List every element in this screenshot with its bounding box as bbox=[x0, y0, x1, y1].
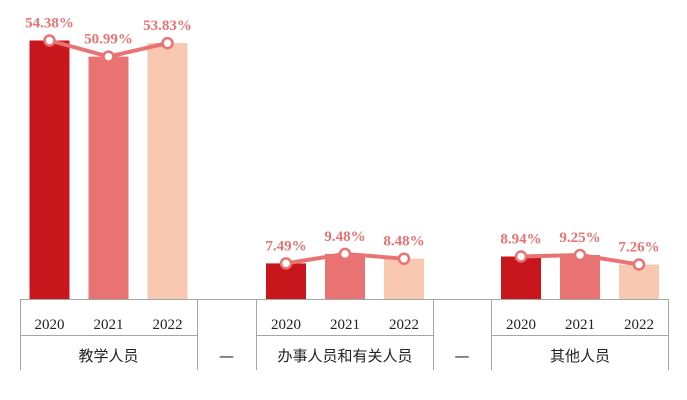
year-tick-label: 2020 bbox=[35, 317, 65, 333]
year-tick-label: 2021 bbox=[94, 317, 124, 333]
trend-point bbox=[279, 257, 293, 270]
axis-labels: 2020 2021 2022 教学人员 — 2020 2021 2022 办事人员和有关人员 — 2… bbox=[35, 317, 655, 365]
year-tick-label: 2022 bbox=[153, 317, 183, 333]
data-label: 7.49% bbox=[265, 238, 306, 254]
group-label: 教学人员 bbox=[78, 347, 138, 365]
bar-2022-1 bbox=[147, 43, 188, 299]
trend-point bbox=[514, 250, 528, 263]
trend-point bbox=[573, 248, 587, 262]
trend-point bbox=[397, 252, 411, 265]
year-tick-label: 2020 bbox=[271, 317, 301, 333]
data-label: 8.94% bbox=[500, 232, 541, 248]
group-label: 其他人员 bbox=[550, 347, 610, 365]
separator-dash: — bbox=[455, 347, 470, 365]
year-tick-label: 2021 bbox=[565, 317, 595, 333]
data-label: 50.99% bbox=[84, 32, 133, 48]
bar-2021-2 bbox=[325, 253, 365, 299]
data-label: 9.25% bbox=[559, 230, 600, 246]
data-labels: 54.38% 50.99% 53.83% 7.49% 9.48% 8.48% 8.94% 9.… bbox=[25, 16, 660, 256]
trend-lines bbox=[43, 34, 646, 271]
separator-dash: — bbox=[219, 347, 234, 365]
category-axis-frame bbox=[20, 299, 669, 370]
data-label: 53.83% bbox=[143, 18, 192, 34]
data-label: 9.48% bbox=[324, 229, 365, 245]
trend-point bbox=[43, 34, 56, 47]
data-label: 7.26% bbox=[618, 239, 659, 255]
year-tick-label: 2022 bbox=[624, 317, 654, 333]
bar-2021-1 bbox=[88, 56, 129, 299]
bar-2021-3 bbox=[560, 255, 600, 299]
trend-point bbox=[161, 36, 174, 50]
data-label: 54.38% bbox=[25, 16, 74, 32]
bar-2022-2 bbox=[384, 258, 424, 299]
bar-2020-3 bbox=[501, 256, 541, 299]
trend-point bbox=[338, 247, 352, 261]
year-tick-label: 2020 bbox=[506, 317, 536, 333]
trend-point bbox=[632, 258, 646, 271]
bar-2020-1 bbox=[29, 40, 70, 299]
bars bbox=[29, 40, 659, 299]
trend-point bbox=[102, 50, 115, 63]
data-label: 8.48% bbox=[383, 234, 424, 250]
year-tick-label: 2022 bbox=[389, 317, 419, 333]
year-tick-label: 2021 bbox=[330, 317, 360, 333]
group-label: 办事人员和有关人员 bbox=[277, 347, 412, 365]
